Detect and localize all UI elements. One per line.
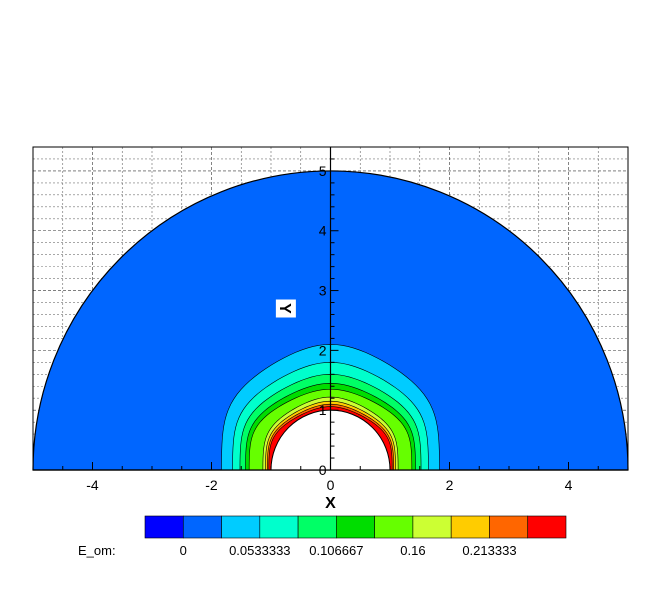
colorbar-tick-label: 0.16 <box>400 543 425 558</box>
colorbar-swatch <box>374 515 414 539</box>
colorbar-tick-label: 0.213333 <box>462 543 516 558</box>
colorbar-swatch <box>336 515 375 539</box>
colorbar-swatch <box>412 515 452 539</box>
colorbar-swatch <box>221 515 261 539</box>
colorbar-swatch <box>259 515 299 539</box>
colorbar-swatch <box>450 515 490 539</box>
y-tick-label: 0 <box>319 462 327 478</box>
y-tick-label: 4 <box>319 223 327 239</box>
x-tick-label: -4 <box>86 477 99 493</box>
x-tick-label: 4 <box>565 477 573 493</box>
y-axis-label-box: Y <box>275 299 296 318</box>
axes <box>32 147 629 471</box>
tick-labels: -4 -2 0 2 4 0 1 2 3 4 5 <box>86 163 572 493</box>
y-tick-label: 2 <box>319 342 327 358</box>
y-axis-label: Y <box>276 303 293 314</box>
x-axis-label: X <box>325 495 336 512</box>
colorbar-tick-label: 0 <box>180 543 187 558</box>
x-tick-label: 0 <box>327 477 335 493</box>
x-tick-label: -2 <box>205 477 218 493</box>
colorbar: 0 0.0533333 0.106667 0.16 0.213333 <box>144 515 567 558</box>
x-tick-label: 2 <box>446 477 454 493</box>
colorbar-swatch <box>489 515 529 539</box>
colorbar-tick-label: 0.0533333 <box>229 543 290 558</box>
y-tick-label: 3 <box>319 283 327 299</box>
y-axis-label-background <box>275 299 296 318</box>
colorbar-title: E_om: <box>78 543 116 558</box>
y-tick-label: 5 <box>319 163 327 179</box>
colorbar-swatch <box>297 515 337 539</box>
colorbar-tick-label: 0.106667 <box>309 543 363 558</box>
y-tick-label: 1 <box>319 402 327 418</box>
colorbar-swatch <box>144 515 184 539</box>
colorbar-swatch <box>527 515 567 539</box>
colorbar-swatch <box>182 515 222 539</box>
